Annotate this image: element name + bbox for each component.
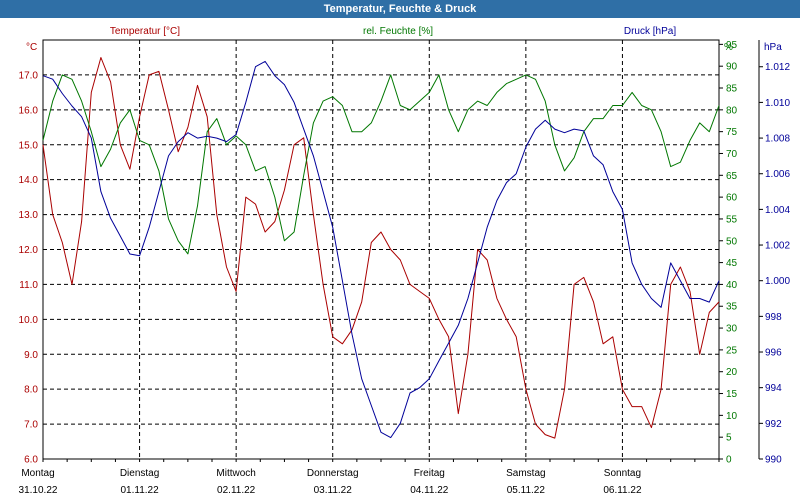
grid	[43, 40, 719, 460]
pressure-unit: hPa	[764, 42, 782, 53]
pressure-tick-label: 990	[765, 455, 782, 466]
pressure-tick-label: 1.002	[765, 241, 790, 252]
temp-axis-label: Temperatur [°C]	[110, 26, 180, 37]
x-day-label: Dienstag	[120, 468, 159, 479]
series-line-temperature	[42, 57, 720, 439]
pressure-tick-label: 998	[765, 312, 782, 323]
temp-tick-label: 7.0	[24, 420, 38, 431]
x-day-label: Sonntag	[604, 468, 641, 479]
pressure-tick-label: 1.010	[765, 98, 790, 109]
x-day-label: Montag	[21, 468, 54, 479]
series-lines	[42, 57, 720, 439]
humidity-tick-label: 55	[726, 214, 738, 225]
temp-tick-label: 12.0	[19, 245, 39, 256]
humidity-axis-label: rel. Feuchte [%]	[363, 26, 433, 37]
series-line-humidity	[42, 74, 720, 255]
pressure-tick-label: 1.004	[765, 205, 790, 216]
humidity-unit: %	[724, 42, 733, 53]
humidity-tick-label: 35	[726, 302, 738, 313]
pressure-tick-label: 992	[765, 419, 782, 430]
x-date-label: 05.11.22	[507, 485, 546, 496]
x-date-label: 01.11.22	[120, 485, 159, 496]
humidity-tick-label: 20	[726, 367, 738, 378]
humidity-tick-label: 85	[726, 84, 738, 95]
x-date-label: 02.11.22	[217, 485, 256, 496]
humidity-tick-label: 90	[726, 62, 738, 73]
x-date-label: 04.11.22	[410, 485, 449, 496]
x-day-label: Samstag	[506, 468, 545, 479]
temp-tick-label: 8.0	[24, 385, 38, 396]
temp-tick-label: 14.0	[19, 175, 39, 186]
temp-unit: °C	[26, 42, 37, 53]
pressure-tick-label: 1.012	[765, 62, 790, 73]
humidity-tick-label: 40	[726, 280, 738, 291]
humidity-tick-label: 0	[726, 455, 732, 466]
humidity-tick-label: 70	[726, 149, 738, 160]
x-day-label: Donnerstag	[307, 468, 359, 479]
pressure-tick-label: 996	[765, 348, 782, 359]
humidity-tick-label: 75	[726, 127, 738, 138]
pressure-tick-label: 1.006	[765, 169, 790, 180]
temp-tick-label: 11.0	[19, 280, 38, 291]
x-date-label: 06.11.22	[603, 485, 642, 496]
humidity-tick-label: 50	[726, 236, 738, 247]
humidity-tick-label: 65	[726, 171, 738, 182]
humidity-tick-label: 95	[726, 40, 738, 51]
temp-tick-label: 6.0	[24, 455, 38, 466]
axes: 6.0 7.0 8.0 9.0 10.0 11.0 12.0 13.0 14.0 15.0 16.0…	[19, 40, 791, 496]
humidity-tick-label: 60	[726, 193, 738, 204]
humidity-tick-label: 80	[726, 105, 738, 116]
x-day-label: Mittwoch	[216, 468, 255, 479]
pressure-tick-label: 1.008	[765, 134, 790, 145]
x-day-label: Freitag	[414, 468, 445, 479]
temp-tick-label: 15.0	[19, 140, 39, 151]
temp-tick-label: 17.0	[19, 70, 39, 81]
humidity-tick-label: 15	[726, 389, 738, 400]
x-date-label: 31.10.22	[19, 485, 58, 496]
humidity-tick-label: 5	[726, 433, 732, 444]
x-date-label: 03.11.22	[314, 485, 353, 496]
pressure-tick-label: 994	[765, 383, 782, 394]
humidity-tick-label: 45	[726, 258, 738, 269]
humidity-tick-label: 25	[726, 345, 738, 356]
chart-title: Temperatur, Feuchte & Druck	[0, 0, 800, 18]
temp-tick-label: 10.0	[19, 315, 39, 326]
temp-tick-label: 13.0	[19, 210, 39, 221]
humidity-tick-label: 30	[726, 324, 738, 335]
series-line-pressure	[42, 60, 720, 439]
pressure-tick-label: 1.000	[765, 276, 790, 287]
humidity-tick-label: 10	[726, 411, 738, 422]
temp-tick-label: 16.0	[19, 105, 39, 116]
pressure-axis-label: Druck [hPa]	[624, 26, 676, 37]
temp-tick-label: 9.0	[24, 350, 38, 361]
